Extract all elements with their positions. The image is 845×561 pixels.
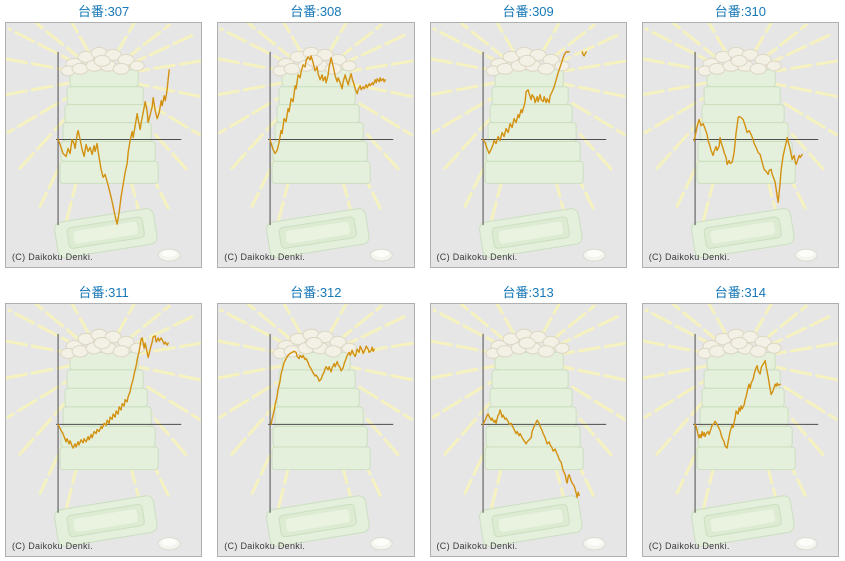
slump-graph-thumbnail[interactable]: (C) Daikoku Denki. [641, 303, 839, 557]
copyright-label: (C) Daikoku Denki. [436, 541, 518, 551]
copyright-label: (C) Daikoku Denki. [224, 541, 306, 551]
copyright-label: (C) Daikoku Denki. [648, 252, 730, 262]
graph-axes [480, 51, 606, 226]
copyright-label: (C) Daikoku Denki. [224, 252, 306, 262]
machine-panel: 台番:313 (C) Daikoku Denki. [429, 281, 627, 557]
machine-number-link[interactable]: 台番:307 [77, 4, 130, 19]
machine-number-link[interactable]: 台番:313 [502, 285, 554, 300]
slump-graph [218, 304, 414, 552]
machine-number-link[interactable]: 台番:312 [290, 285, 342, 300]
graph-series [694, 359, 781, 449]
machine-number-link[interactable]: 台番:314 [714, 285, 767, 300]
slump-graph [430, 23, 626, 263]
slump-graph [6, 23, 202, 263]
graph-series [57, 69, 170, 225]
graph-series [270, 345, 376, 426]
machine-number-link[interactable]: 台番:309 [502, 4, 554, 19]
graph-series [57, 335, 169, 449]
machine-watermark-icon [218, 23, 414, 263]
machine-panel: 台番:310 (C) Daikoku Denki. [641, 0, 839, 268]
copyright-label: (C) Daikoku Denki. [12, 252, 93, 262]
slump-graph-thumbnail[interactable]: (C) Daikoku Denki. [5, 303, 203, 557]
graph-series [481, 51, 587, 155]
machine-watermark-icon [642, 23, 838, 263]
machine-watermark-icon [430, 23, 626, 263]
slump-graph-thumbnail[interactable]: (C) Daikoku Denki. [5, 22, 203, 268]
machine-number-link[interactable]: 台番:311 [78, 285, 129, 300]
machine-panel: 台番:309 (C) Daikoku Denki. [429, 0, 627, 268]
machine-number-link[interactable]: 台番:310 [714, 4, 767, 19]
machine-panel: 台番:314 (C) Daikoku Denki. [641, 281, 839, 557]
slump-graph-thumbnail[interactable]: (C) Daikoku Denki. [217, 303, 415, 557]
slump-graph [642, 304, 838, 552]
graph-series [693, 115, 803, 203]
slump-graph-thumbnail[interactable]: (C) Daikoku Denki. [429, 303, 627, 557]
machine-panel: 台番:311 (C) Daikoku Denki. [5, 281, 203, 557]
slump-graph-thumbnail[interactable]: (C) Daikoku Denki. [641, 22, 839, 268]
graph-axes [268, 333, 394, 513]
copyright-label: (C) Daikoku Denki. [12, 541, 93, 551]
machine-watermark-icon [6, 23, 202, 263]
slump-graph-thumbnail[interactable]: (C) Daikoku Denki. [217, 22, 415, 268]
copyright-label: (C) Daikoku Denki. [648, 541, 730, 551]
slump-graph [430, 304, 626, 552]
machine-watermark-icon [6, 304, 202, 552]
copyright-label: (C) Daikoku Denki. [436, 252, 518, 262]
graph-axes [268, 51, 394, 226]
slump-graph [642, 23, 838, 263]
machine-panel: 台番:308 (C) Daikoku Denki. [217, 0, 415, 268]
machine-panel: 台番:307 (C) Daikoku Denki. [5, 0, 203, 268]
machine-panel: 台番:312 (C) Daikoku Denki. [217, 281, 415, 557]
machine-watermark-icon [218, 304, 414, 552]
graph-series [481, 409, 580, 499]
machine-number-link[interactable]: 台番:308 [290, 4, 342, 19]
graph-axes [56, 333, 182, 513]
slump-graph [6, 304, 202, 552]
machine-watermark-icon [430, 304, 626, 552]
slump-graph [218, 23, 414, 263]
machine-watermark-icon [642, 304, 838, 552]
graph-series [269, 55, 387, 155]
slump-graph-thumbnail[interactable]: (C) Daikoku Denki. [429, 22, 627, 268]
